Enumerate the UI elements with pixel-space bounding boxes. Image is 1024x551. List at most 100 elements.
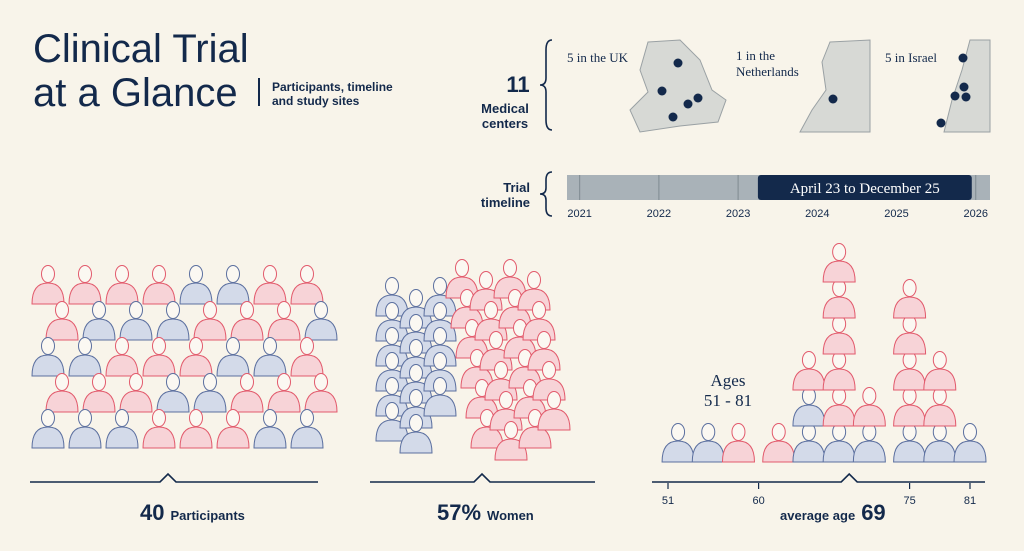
head (41, 337, 55, 355)
person-icon (31, 409, 65, 449)
participants-label: Participants (170, 508, 244, 523)
person-icon (253, 409, 287, 449)
body (893, 296, 927, 319)
body (267, 390, 301, 413)
person-icon (923, 387, 957, 427)
body (290, 426, 324, 449)
person-icon (216, 409, 250, 449)
body (216, 354, 250, 377)
body (216, 426, 250, 449)
map-uk (629, 39, 727, 133)
site-dots (657, 53, 971, 128)
head (494, 361, 508, 379)
head (314, 301, 328, 319)
x-tick-label: 2025 (884, 208, 908, 220)
title: at a Glance (33, 71, 238, 115)
head (129, 373, 143, 391)
head (542, 361, 556, 379)
head (532, 301, 546, 319)
body (216, 282, 250, 305)
person-icon (822, 387, 856, 427)
x-tick-label: 2021 (567, 208, 591, 220)
head (78, 265, 92, 283)
person-icon (253, 337, 287, 377)
head (277, 373, 291, 391)
body (537, 408, 571, 431)
person-icon (304, 301, 338, 341)
head (527, 271, 541, 289)
x-tick-label: 51 (662, 495, 674, 507)
person-icon (105, 337, 139, 377)
head (240, 301, 254, 319)
participants-count: 40 (140, 500, 164, 525)
x-tick-label: 2022 (647, 208, 671, 220)
site-dot (950, 91, 960, 101)
head (115, 409, 129, 427)
head (166, 373, 180, 391)
body (822, 332, 856, 355)
body (721, 440, 755, 463)
average-value: 69 (861, 500, 885, 525)
head (263, 409, 277, 427)
body (45, 390, 79, 413)
head (385, 402, 399, 420)
person-icon (230, 373, 264, 413)
head (152, 265, 166, 283)
person-icon (792, 423, 826, 463)
head (78, 337, 92, 355)
person-icon (68, 265, 102, 305)
head (152, 409, 166, 427)
head (902, 279, 917, 297)
women-percent: 57% (437, 500, 481, 525)
head (203, 373, 217, 391)
brace (539, 39, 553, 131)
body (304, 390, 338, 413)
head (503, 259, 517, 277)
body (822, 368, 856, 391)
head (537, 331, 551, 349)
head (771, 423, 786, 441)
site-dot (961, 92, 971, 102)
person-icon (142, 409, 176, 449)
body (82, 318, 116, 341)
person-icon (82, 373, 116, 413)
site-dot (959, 82, 969, 92)
head (277, 301, 291, 319)
site-dot (683, 99, 693, 109)
head (385, 377, 399, 395)
person-icon (893, 423, 927, 463)
body (923, 368, 957, 391)
person-icon (216, 265, 250, 305)
person-icon (119, 373, 153, 413)
trial-period (757, 175, 972, 200)
site-dot (828, 94, 838, 104)
head (226, 337, 240, 355)
region-label: 5 in the UK (567, 50, 629, 65)
head (226, 265, 240, 283)
region-label: 5 in Israel (885, 50, 937, 65)
head (801, 351, 816, 369)
body (179, 282, 213, 305)
subtitle: and study sites (272, 94, 360, 108)
head (189, 265, 203, 283)
head (92, 301, 106, 319)
person-icon (661, 423, 695, 463)
head (92, 373, 106, 391)
person-icon (893, 315, 927, 355)
site-dot (693, 93, 703, 103)
person-icon (792, 351, 826, 391)
person-icon (290, 265, 324, 305)
trial-period-label: April 23 to December 25 (790, 181, 940, 197)
x-tick-label: 2024 (805, 208, 829, 220)
head (385, 352, 399, 370)
head (385, 302, 399, 320)
head (409, 289, 423, 307)
head (115, 337, 129, 355)
person-icon (119, 301, 153, 341)
women-caption: 57% Women (437, 500, 534, 525)
person-icon (852, 423, 886, 463)
head (433, 277, 447, 295)
person-icon (893, 279, 927, 319)
person-icon (852, 387, 886, 427)
person-icon (822, 315, 856, 355)
